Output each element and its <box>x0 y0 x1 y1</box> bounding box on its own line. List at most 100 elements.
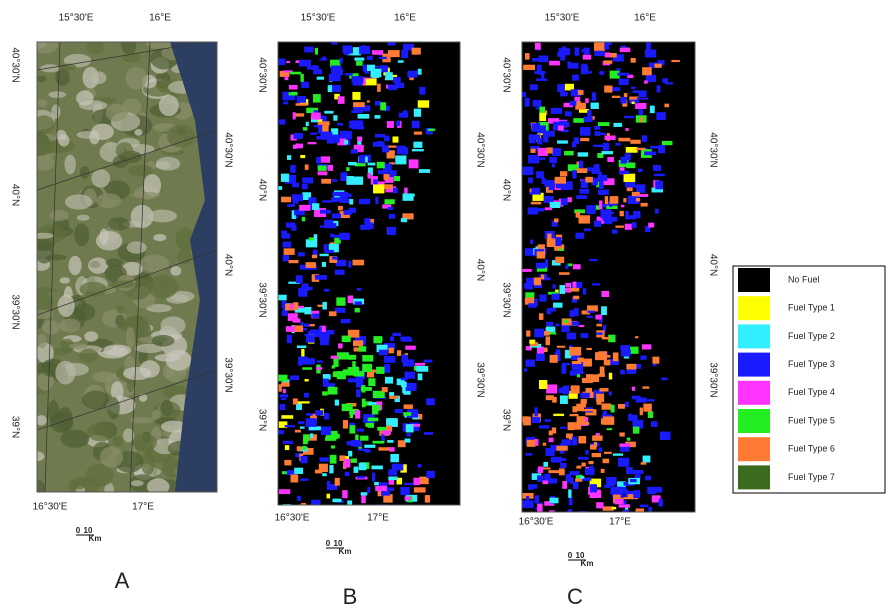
fuel-patch <box>643 404 651 412</box>
fuel-patch <box>399 113 408 118</box>
terrain <box>37 334 47 348</box>
fuel-patch <box>374 115 380 119</box>
fuel-patch <box>329 465 333 473</box>
fuel-patch <box>568 422 575 430</box>
fuel-patch <box>612 96 620 98</box>
fuel-patch <box>279 58 286 65</box>
fuel-patch <box>418 373 423 380</box>
legend-swatch <box>738 437 770 461</box>
fuel-patch <box>625 128 628 131</box>
fuel-patch <box>586 205 595 214</box>
fuel-patch <box>282 92 288 101</box>
fuel-patch <box>398 60 404 63</box>
fuel-patch <box>543 443 547 446</box>
fuel-patch <box>357 429 364 432</box>
fuel-patch <box>331 445 335 448</box>
fuel-patch <box>609 373 612 380</box>
fuel-patch <box>322 125 329 132</box>
fuel-patch <box>648 507 652 515</box>
scale-start: 0 <box>76 526 81 535</box>
fuel-patch <box>565 265 568 270</box>
fuel-patch <box>302 367 312 370</box>
fuel-patch <box>633 470 644 474</box>
fuel-patch <box>296 103 308 106</box>
fuel-patch <box>317 77 324 80</box>
fuel-patch <box>577 416 586 423</box>
fuel-patch <box>523 167 534 175</box>
fuel-patch <box>316 157 321 163</box>
fuel-patch <box>636 148 645 150</box>
fuel-patch <box>636 184 645 193</box>
fuel-patch <box>321 132 332 140</box>
fuel-patch <box>530 240 533 244</box>
fuel-patch <box>532 417 541 423</box>
terrain <box>65 194 92 209</box>
fuel-patch <box>615 499 624 504</box>
fuel-patch <box>293 145 297 149</box>
fuel-patch <box>314 234 317 241</box>
legend-swatch <box>738 465 770 489</box>
fuel-patch <box>523 417 531 426</box>
fuel-patch <box>568 489 571 497</box>
fuel-patch <box>322 473 327 476</box>
fuel-patch <box>344 140 348 144</box>
fuel-patch <box>607 157 614 162</box>
fuel-patch <box>644 80 648 83</box>
latitude-label: 40°N <box>256 179 267 201</box>
fuel-patch <box>576 195 587 199</box>
fuel-patch <box>594 221 601 227</box>
fuel-patch <box>393 77 401 83</box>
fuel-patch <box>390 336 394 341</box>
fuel-patch <box>301 82 309 88</box>
fuel-patch <box>595 315 601 320</box>
fuel-patch <box>533 100 542 107</box>
terrain <box>77 215 90 221</box>
fuel-patch <box>626 147 638 153</box>
fuel-patch <box>537 251 545 258</box>
fuel-patch <box>294 133 303 139</box>
fuel-patch <box>637 98 649 100</box>
fuel-patch <box>306 262 316 268</box>
fuel-patch <box>384 136 389 142</box>
fuel-patch <box>656 112 666 120</box>
fuel-patch <box>525 98 530 107</box>
fuel-patch <box>592 92 596 100</box>
fuel-patch <box>324 413 329 420</box>
fuel-patch <box>352 260 364 266</box>
fuel-patch <box>576 233 585 239</box>
fuel-patch <box>562 439 572 445</box>
fuel-patch <box>630 347 639 354</box>
longitude-label: 15°30'E <box>301 13 336 24</box>
fuel-patch <box>378 170 388 174</box>
terrain <box>73 479 86 490</box>
fuel-patch <box>582 463 586 467</box>
fuel-patch <box>375 101 381 105</box>
fuel-patch <box>279 430 284 434</box>
fuel-patch <box>324 289 329 292</box>
fuel-patch <box>320 457 329 461</box>
legend-swatch <box>738 268 770 292</box>
fuel-patch <box>596 324 602 327</box>
terrain <box>50 210 69 221</box>
fuel-patch <box>565 111 572 116</box>
fuel-patch <box>635 103 646 109</box>
fuel-patch <box>281 230 287 236</box>
terrain <box>108 217 130 230</box>
fuel-patch <box>362 399 366 408</box>
terrain <box>32 480 45 498</box>
latitude-label: 40°30'N <box>9 47 20 82</box>
fuel-patch <box>542 178 546 184</box>
fuel-patch <box>302 184 308 189</box>
fuel-patch <box>298 421 304 424</box>
fuel-patch <box>618 73 630 76</box>
fuel-patch <box>312 203 319 210</box>
legend-swatch <box>738 324 770 348</box>
fuel-patch <box>662 141 673 145</box>
fuel-patch <box>302 446 307 450</box>
fuel-patch <box>652 357 659 364</box>
fuel-patch <box>328 387 333 390</box>
fuel-patch <box>362 364 372 372</box>
fuel-patch <box>573 296 579 300</box>
fuel-patch <box>278 186 282 190</box>
fuel-patch <box>375 486 387 491</box>
